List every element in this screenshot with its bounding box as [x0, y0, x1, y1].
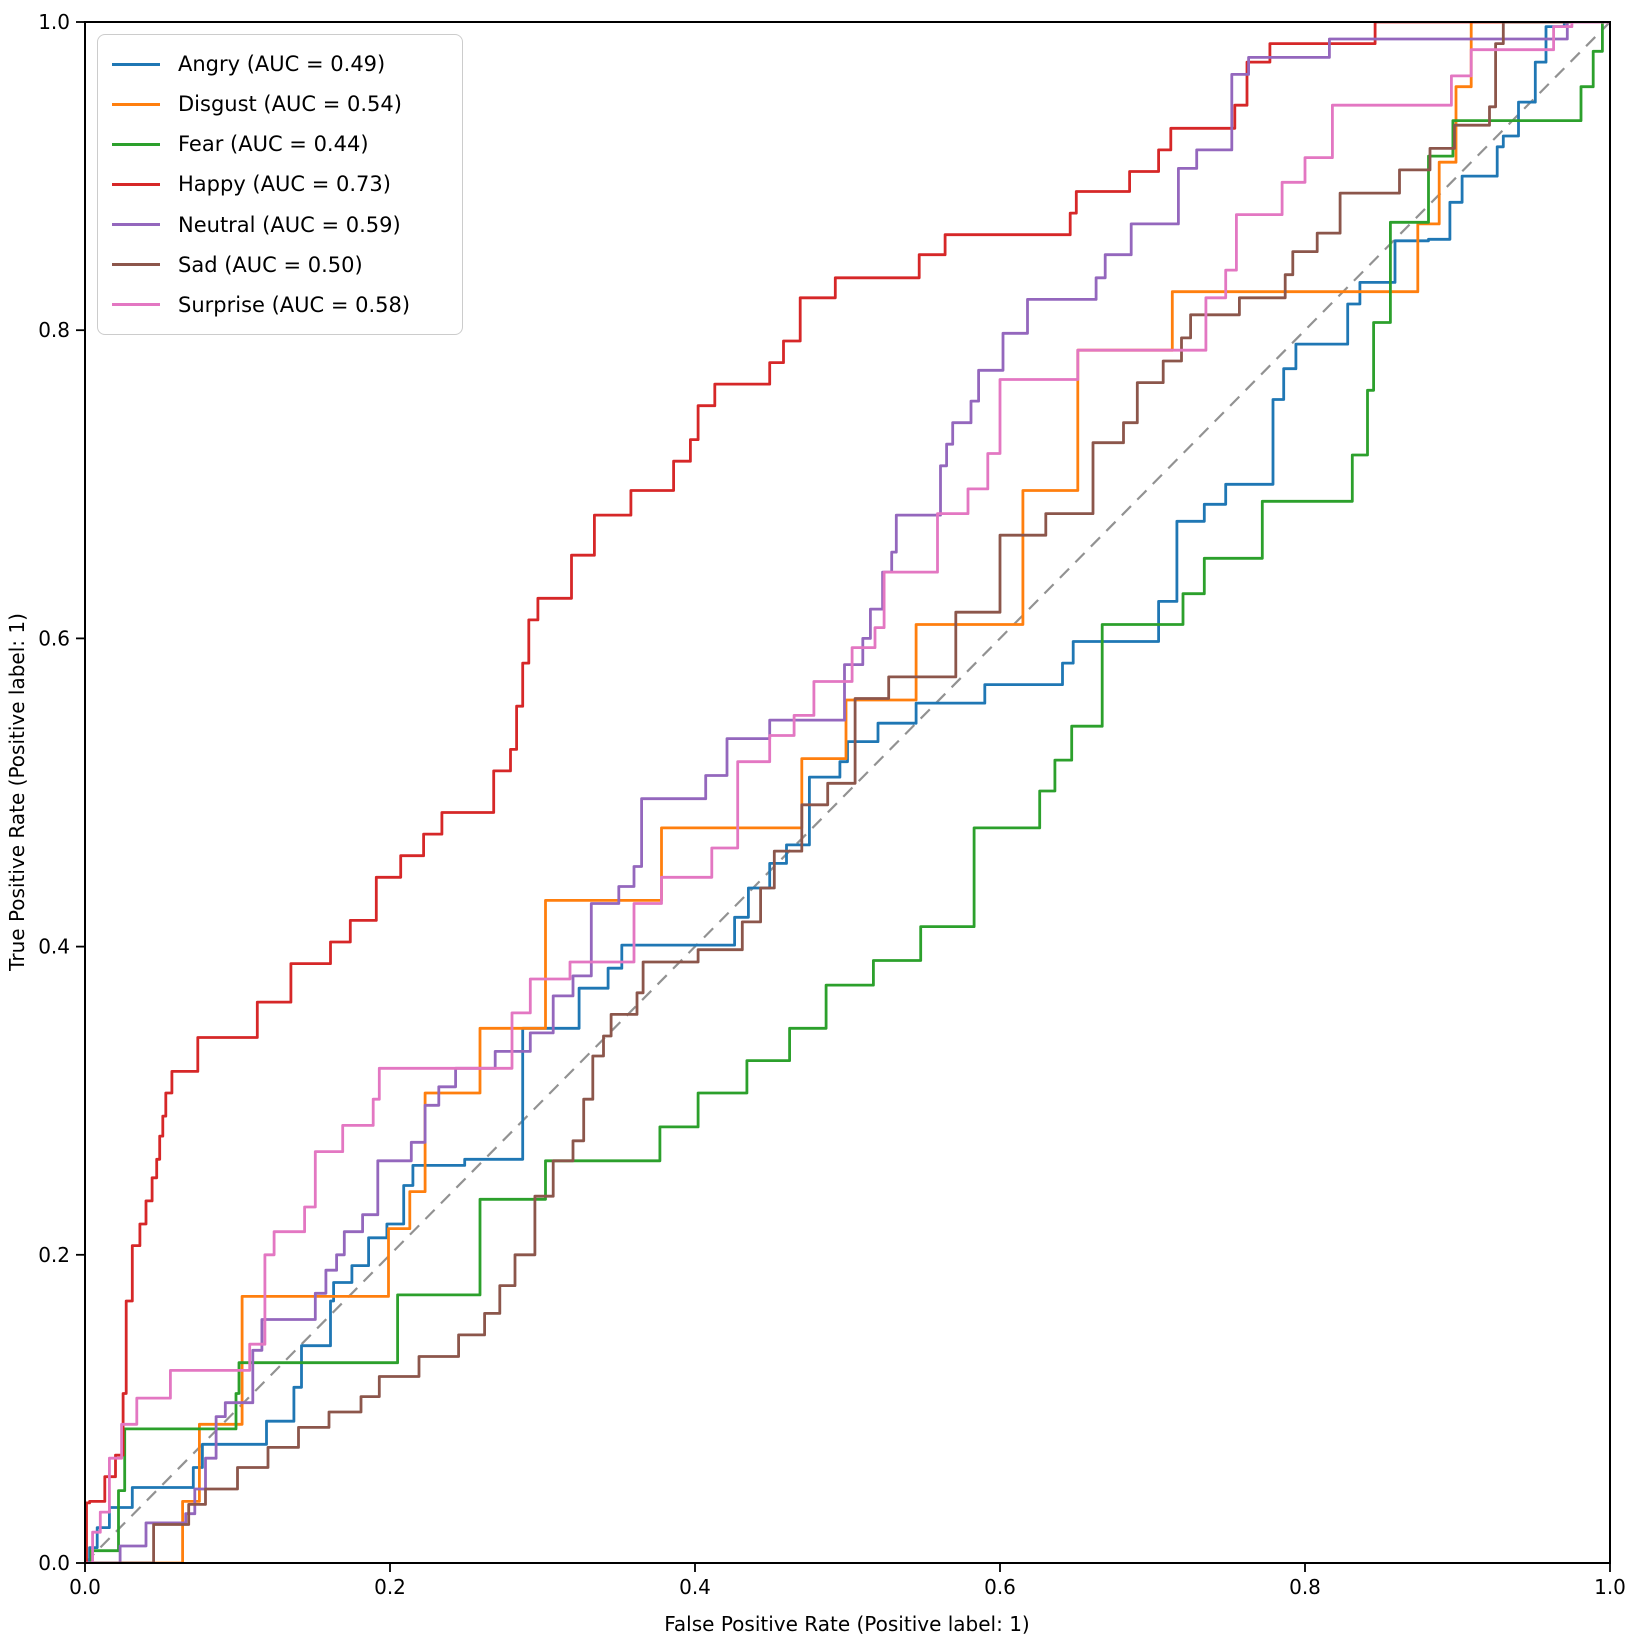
roc-curve-neutral — [85, 22, 1610, 1563]
roc-curve-fear — [85, 22, 1610, 1563]
legend-label: Happy (AUC = 0.73) — [178, 172, 391, 197]
x-tick-label: 0.2 — [374, 1575, 406, 1599]
x-tick-label: 1.0 — [1594, 1575, 1626, 1599]
legend-line-sample — [112, 142, 160, 146]
y-tick-label: 0.0 — [38, 1551, 70, 1575]
y-tick-label: 0.2 — [38, 1243, 70, 1267]
x-tick-label: 0.6 — [984, 1575, 1016, 1599]
roc-curve-angry — [85, 22, 1610, 1563]
legend-label: Neutral (AUC = 0.59) — [178, 212, 401, 237]
legend-label: Angry (AUC = 0.49) — [178, 52, 386, 76]
legend-line-sample — [112, 223, 160, 227]
axis-ticks: 0.0 0.2 0.4 0.6 0.8 1.0 0.0 0.2 0.4 0.6 0.8 1.0 — [38, 10, 1626, 1599]
roc-curve-sad — [85, 22, 1610, 1563]
chance-diagonal-line — [85, 22, 1610, 1563]
roc-curves — [85, 22, 1610, 1563]
chance-diagonal — [85, 22, 1610, 1563]
legend-item-neutral: Neutral (AUC = 0.59) — [112, 205, 448, 245]
legend-label: Sad (AUC = 0.50) — [178, 252, 363, 277]
legend-line-sample — [112, 102, 160, 106]
plot-border — [84, 21, 1611, 1564]
legend-line-sample — [112, 263, 160, 267]
legend-line-sample — [112, 62, 160, 66]
legend-label: Fear (AUC = 0.44) — [178, 132, 369, 157]
y-tick-label: 1.0 — [38, 10, 70, 34]
x-axis-title: False Positive Rate (Positive label: 1) — [664, 1612, 1030, 1636]
x-tick-label: 0.8 — [1289, 1575, 1321, 1599]
legend-item-sad: Sad (AUC = 0.50) — [112, 245, 448, 285]
x-tick-label: 0.0 — [69, 1575, 101, 1599]
legend-item-surprise: Surprise (AUC = 0.58) — [112, 285, 448, 325]
legend-line-sample — [112, 303, 160, 307]
legend-item-happy: Happy (AUC = 0.73) — [112, 164, 448, 204]
legend-item-fear: Fear (AUC = 0.44) — [112, 124, 448, 164]
y-axis-title: True Positive Rate (Positive label: 1) — [5, 613, 29, 972]
legend: Angry (AUC = 0.49) Disgust (AUC = 0.54) Fe… — [97, 34, 463, 335]
legend-line-sample — [112, 182, 160, 186]
y-tick-label: 0.4 — [38, 935, 70, 959]
legend-item-angry: Angry (AUC = 0.49) — [112, 44, 448, 84]
y-tick-label: 0.8 — [38, 318, 70, 342]
roc-curve-surprise — [85, 22, 1610, 1563]
legend-label: Disgust (AUC = 0.54) — [178, 92, 402, 117]
legend-label: Surprise (AUC = 0.58) — [178, 292, 411, 317]
x-tick-label: 0.4 — [679, 1575, 711, 1599]
legend-item-disgust: Disgust (AUC = 0.54) — [112, 84, 448, 124]
y-tick-label: 0.6 — [38, 626, 70, 650]
roc-curve-happy — [85, 22, 1610, 1563]
